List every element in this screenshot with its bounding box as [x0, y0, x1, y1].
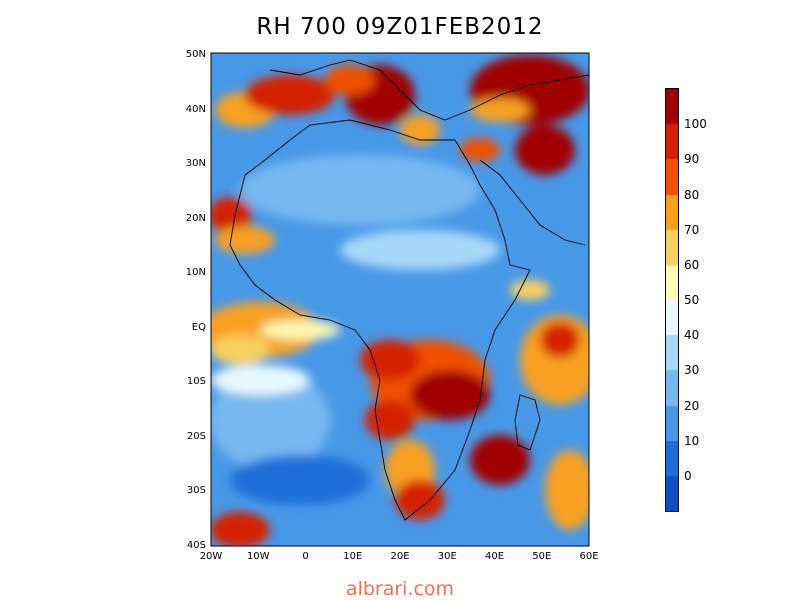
colorbar-label: 0 [684, 468, 692, 483]
map-title: RH 700 09Z01FEB2012 [256, 14, 544, 40]
colorbar-label: 100 [684, 117, 707, 132]
colorbar-segment [666, 194, 678, 231]
lon-label: 20W [199, 551, 223, 562]
colorbar-label: 90 [684, 152, 700, 167]
colorbar-segment [666, 370, 678, 406]
lat-label: 20S [186, 430, 206, 442]
colorbar-segment [666, 475, 678, 512]
colorbar-label: 20 [684, 398, 700, 413]
colorbar-label: 50 [684, 293, 700, 307]
colorbar-segment [666, 440, 678, 477]
site-credit: albrari.com [345, 578, 455, 600]
lon-label: 10E [343, 551, 363, 562]
lat-label: 20N [185, 212, 206, 224]
lat-label: 50N [185, 49, 206, 60]
lon-label: 50E [532, 551, 552, 562]
colorbar-label: 80 [684, 187, 700, 202]
lat-label: 10N [185, 267, 206, 279]
colorbar-label: 60 [684, 257, 700, 272]
humidity-field [211, 53, 589, 546]
colorbar-segment [666, 159, 678, 195]
colorbar-segment [666, 124, 678, 160]
colorbar-segment [666, 335, 678, 371]
lon-label: 60E [579, 551, 599, 562]
colorbar-segment [666, 405, 678, 442]
lat-label: EQ [191, 321, 206, 333]
lon-label: 10W [246, 551, 270, 562]
colorbar-segment [666, 89, 678, 125]
lon-label: 0 [302, 551, 309, 562]
lat-label: 40N [185, 103, 206, 115]
colorbar-label: 70 [684, 222, 700, 237]
colorbar [665, 88, 679, 512]
lat-label: 30N [185, 158, 206, 170]
colorbar-segment [666, 264, 678, 301]
lat-label: 30S [186, 485, 206, 497]
colorbar-label: 30 [684, 363, 700, 378]
lat-label: 10S [186, 376, 206, 388]
colorbar-segment [666, 229, 678, 266]
lon-label: 30E [437, 551, 457, 562]
colorbar-segment [666, 300, 678, 336]
lat-label: 40S [186, 540, 206, 551]
colorbar-label: 10 [684, 433, 700, 448]
lon-label: 20E [390, 551, 410, 562]
map-frame [210, 52, 590, 547]
colorbar-label: 40 [684, 328, 700, 343]
lon-label: 40E [484, 551, 505, 562]
coastlines [229, 59, 589, 521]
